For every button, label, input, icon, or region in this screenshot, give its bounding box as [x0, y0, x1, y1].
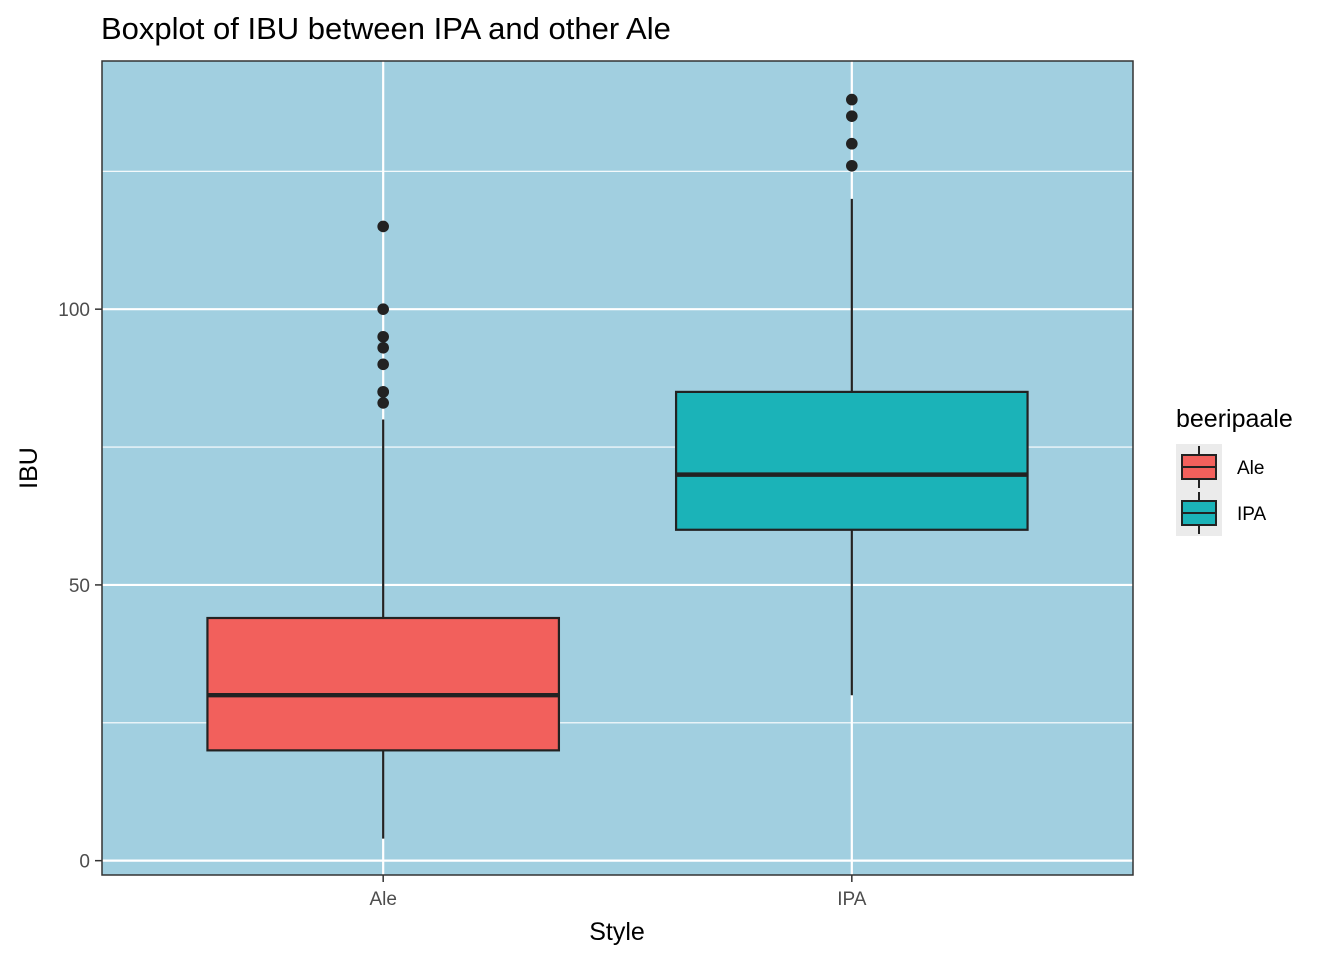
y-axis-title: IBU	[15, 447, 43, 489]
legend-title: beeripaale	[1176, 405, 1293, 433]
x-axis: Ale IPA	[369, 875, 867, 910]
box-iqr	[674, 390, 1029, 531]
box-ale	[206, 220, 561, 839]
legend-label: Ale	[1237, 458, 1264, 479]
legend-item-ale: Ale	[1176, 444, 1264, 490]
outlier-point	[846, 159, 858, 172]
outlier-point	[377, 358, 389, 371]
x-tick-label: IPA	[837, 889, 867, 910]
outlier-point	[377, 341, 389, 354]
outlier-point	[846, 137, 858, 150]
y-tick-label: 0	[79, 852, 90, 873]
y-tick-label: 100	[58, 300, 90, 321]
chart-title: Boxplot of IBU between IPA and other Ale	[101, 11, 671, 46]
outlier-point	[377, 386, 389, 398]
box-iqr	[206, 616, 561, 752]
panel-border	[101, 60, 1134, 876]
legend-label: IPA	[1237, 504, 1267, 525]
outlier-point	[377, 397, 389, 409]
x-axis-title: Style	[589, 918, 645, 946]
outlier-point	[846, 110, 858, 122]
box-ipa	[674, 93, 1029, 696]
outlier-point	[377, 330, 389, 343]
outlier-point	[377, 303, 389, 315]
outlier-point	[846, 93, 858, 106]
legend: beeripaale Ale IPA	[1176, 405, 1293, 536]
y-axis: 0 50 100	[58, 300, 102, 873]
y-tick-label: 50	[69, 576, 90, 597]
box-series	[206, 93, 1029, 839]
outlier-point	[377, 220, 389, 233]
x-tick-label: Ale	[369, 889, 396, 910]
legend-item-ipa: IPA	[1176, 490, 1267, 536]
